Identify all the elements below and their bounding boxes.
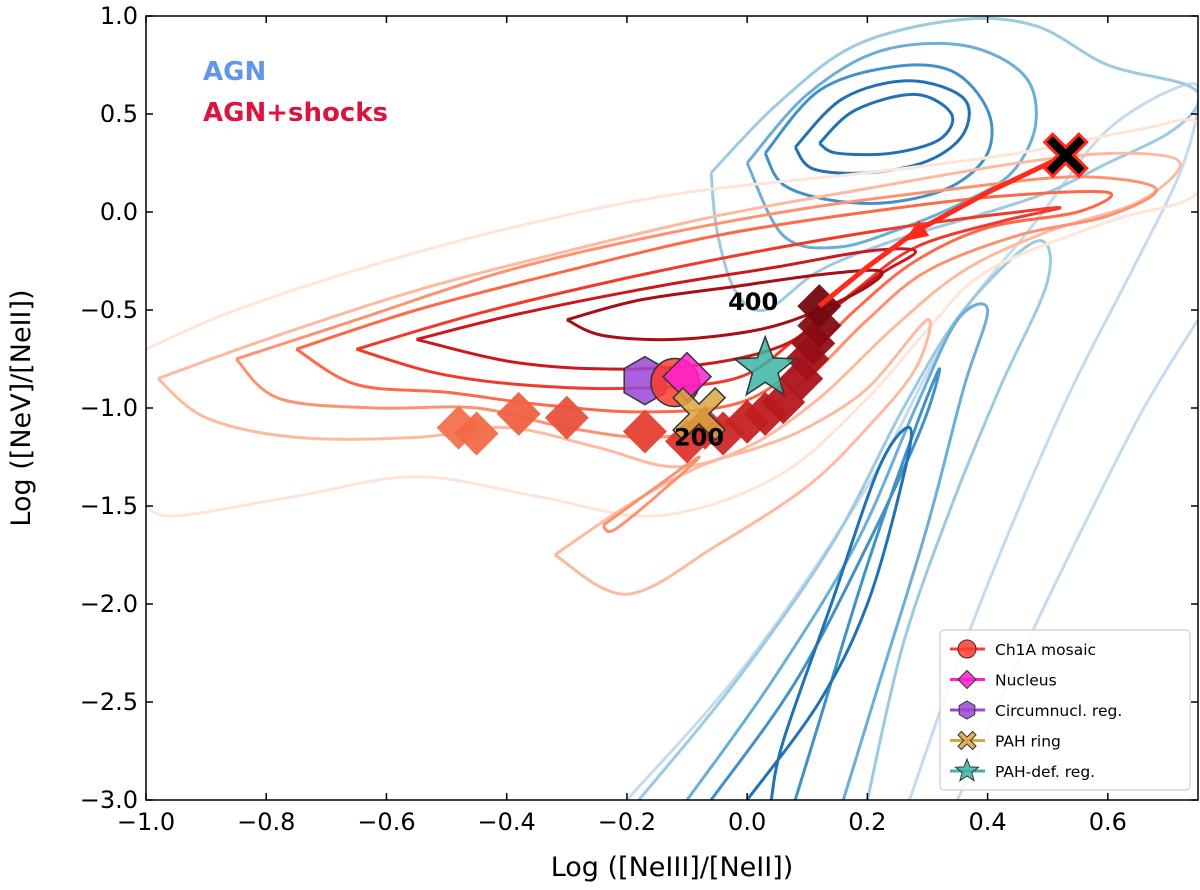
agn-contour-6 bbox=[745, 426, 913, 800]
y-tick-label: −0.5 bbox=[80, 296, 138, 324]
x-tick-label: −0.4 bbox=[478, 808, 536, 836]
x-tick-label: −0.2 bbox=[598, 808, 656, 836]
agn-contour-1 bbox=[625, 82, 1198, 800]
y-tick-label: −1.5 bbox=[80, 492, 138, 520]
agn-contour-11 bbox=[818, 92, 955, 157]
track-point-5 bbox=[622, 409, 667, 454]
x-tick-label: 0.2 bbox=[848, 808, 886, 836]
agn-contour-4 bbox=[685, 302, 990, 800]
shock-contour-1 bbox=[146, 118, 1198, 518]
track-point-2 bbox=[454, 411, 499, 456]
legend-marker bbox=[957, 669, 977, 690]
legend-marker bbox=[958, 700, 976, 720]
legend: Ch1A mosaic Nucleus Circumnucl. reg. PAH ri… bbox=[939, 629, 1191, 791]
arrow-head bbox=[903, 219, 930, 242]
x-tick-label: −1.0 bbox=[117, 808, 175, 836]
agn-contour-8 bbox=[745, 41, 1038, 250]
velocity-annotation-400: 400 bbox=[728, 288, 778, 316]
x-tick-label: −0.8 bbox=[237, 808, 295, 836]
agn-contour-10 bbox=[793, 79, 971, 175]
legend-label: Ch1A mosaic bbox=[995, 641, 1096, 659]
region-marker-pah-def-reg- bbox=[732, 334, 798, 397]
legend-marker bbox=[957, 639, 977, 659]
legend-marker bbox=[954, 757, 980, 782]
y-axis-title: Log ([NeV]/[NeII]) bbox=[6, 289, 37, 526]
velocity-annotations: 200 400 bbox=[674, 288, 778, 451]
x-tick-label: −0.6 bbox=[357, 808, 415, 836]
y-tick-label: 1.0 bbox=[100, 2, 138, 30]
track-point-4 bbox=[544, 395, 589, 440]
shock-contour-5 bbox=[601, 455, 701, 533]
axis-ticks: −1.0 −0.8 −0.6 −0.4 −0.2 0.0 0.2 0.4 0.6 −3.0 −2.5… bbox=[80, 2, 1198, 836]
legend-label: PAH-def. reg. bbox=[995, 763, 1095, 781]
velocity-arrow bbox=[817, 132, 1089, 309]
y-tick-label: −2.0 bbox=[80, 590, 138, 618]
agn-only-marker bbox=[1042, 132, 1089, 179]
x-tick-label: 0.0 bbox=[728, 808, 766, 836]
velocity-annotation-200: 200 bbox=[674, 423, 724, 451]
agn-contour-7 bbox=[709, 16, 1198, 313]
shock-contour-7 bbox=[355, 206, 1062, 391]
region-markers bbox=[623, 334, 798, 441]
legend-label: PAH ring bbox=[995, 733, 1061, 751]
shock-contour-8 bbox=[416, 247, 918, 371]
shock-contour-3 bbox=[553, 318, 932, 596]
agn-shocks-contours bbox=[146, 118, 1198, 596]
track-point-3 bbox=[496, 391, 541, 436]
x-tick-label: 0.4 bbox=[969, 808, 1007, 836]
shock-contour-6 bbox=[295, 189, 1113, 414]
y-tick-label: 0.5 bbox=[100, 100, 138, 128]
y-tick-label: 0.0 bbox=[100, 198, 138, 226]
region-marker-pah-ring bbox=[672, 386, 727, 441]
x-tick-label: 0.6 bbox=[1089, 808, 1127, 836]
shock-contour-9 bbox=[566, 268, 884, 342]
legend-box bbox=[939, 629, 1191, 791]
agn-shocks-label: AGN+shocks bbox=[203, 98, 388, 128]
legend-marker bbox=[957, 730, 977, 751]
legend-label: Circumnucl. reg. bbox=[995, 702, 1122, 720]
x-axis-title: Log ([NeIII]/[NeII]) bbox=[551, 852, 794, 883]
y-tick-label: −3.0 bbox=[80, 786, 138, 814]
y-tick-label: −1.0 bbox=[80, 394, 138, 422]
agn-contour-3 bbox=[637, 239, 1052, 800]
legend-label: Nucleus bbox=[995, 672, 1057, 690]
y-tick-label: −2.5 bbox=[80, 688, 138, 716]
agn-label: AGN bbox=[203, 57, 266, 87]
agn-contour-5 bbox=[709, 367, 942, 800]
